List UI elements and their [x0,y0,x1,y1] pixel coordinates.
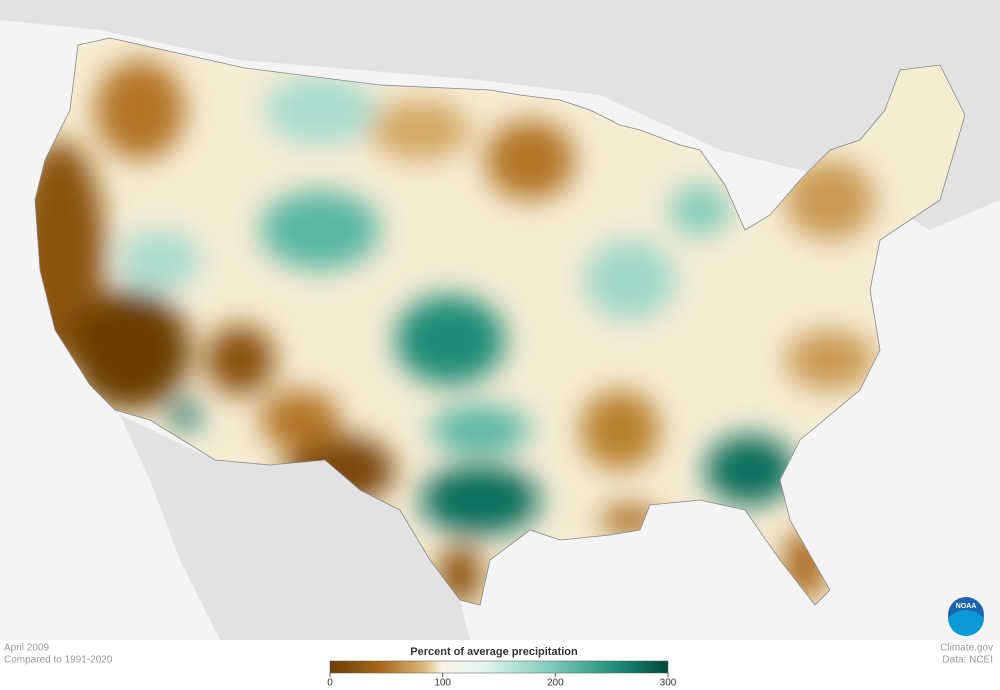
baseline: Compared to 1991-2020 [4,655,113,666]
colorbar-tick-label: 100 [434,678,451,689]
canada [0,0,1000,230]
source: Data: NCEI [942,655,993,666]
colorbar-tick-label: 0 [327,678,333,689]
noaa-text: NOAA [956,603,977,610]
colorbar-tick-label: 200 [547,678,564,689]
legend-title: Percent of average precipitation [410,646,578,658]
period: April 2009 [4,643,49,654]
colorbar [329,660,669,674]
mexico [120,415,470,640]
colorbar-tick-label: 300 [660,678,677,689]
noaa-logo-wave [948,610,984,636]
credit: Climate.gov [940,643,993,654]
precip-field [35,38,965,605]
